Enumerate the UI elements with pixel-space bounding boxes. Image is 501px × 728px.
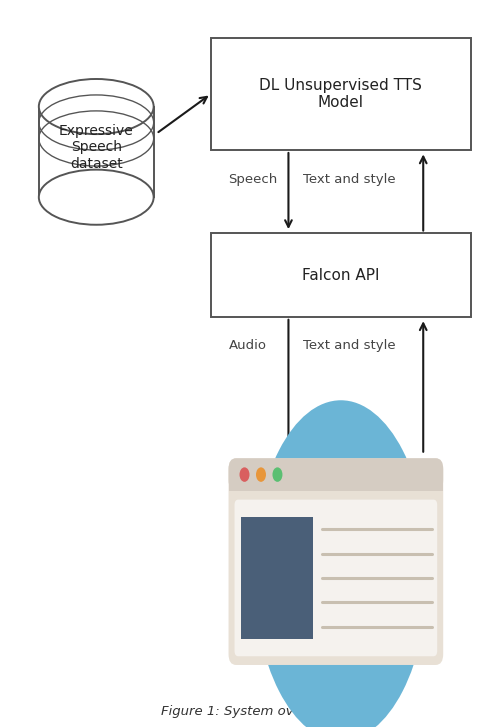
- Text: Figure 1: System overview.: Figure 1: System overview.: [161, 705, 340, 718]
- Ellipse shape: [39, 79, 153, 134]
- Ellipse shape: [253, 400, 427, 728]
- Polygon shape: [228, 480, 442, 491]
- Text: Audio: Audio: [228, 339, 266, 352]
- Circle shape: [239, 467, 249, 482]
- Circle shape: [272, 467, 282, 482]
- Polygon shape: [39, 106, 153, 197]
- FancyBboxPatch shape: [210, 234, 470, 317]
- FancyBboxPatch shape: [210, 38, 470, 150]
- FancyBboxPatch shape: [240, 517, 313, 639]
- Text: Text and style: Text and style: [303, 173, 395, 186]
- FancyBboxPatch shape: [228, 459, 442, 491]
- Text: Falcon API: Falcon API: [302, 268, 379, 282]
- FancyBboxPatch shape: [234, 499, 436, 656]
- Text: DL Unsupervised TTS
Model: DL Unsupervised TTS Model: [259, 78, 421, 110]
- Ellipse shape: [39, 170, 153, 225]
- Text: Expressive
Speech
dataset: Expressive Speech dataset: [59, 124, 133, 170]
- Text: Text and style: Text and style: [303, 339, 395, 352]
- Text: Speech: Speech: [228, 173, 277, 186]
- FancyBboxPatch shape: [228, 459, 442, 665]
- Circle shape: [256, 467, 266, 482]
